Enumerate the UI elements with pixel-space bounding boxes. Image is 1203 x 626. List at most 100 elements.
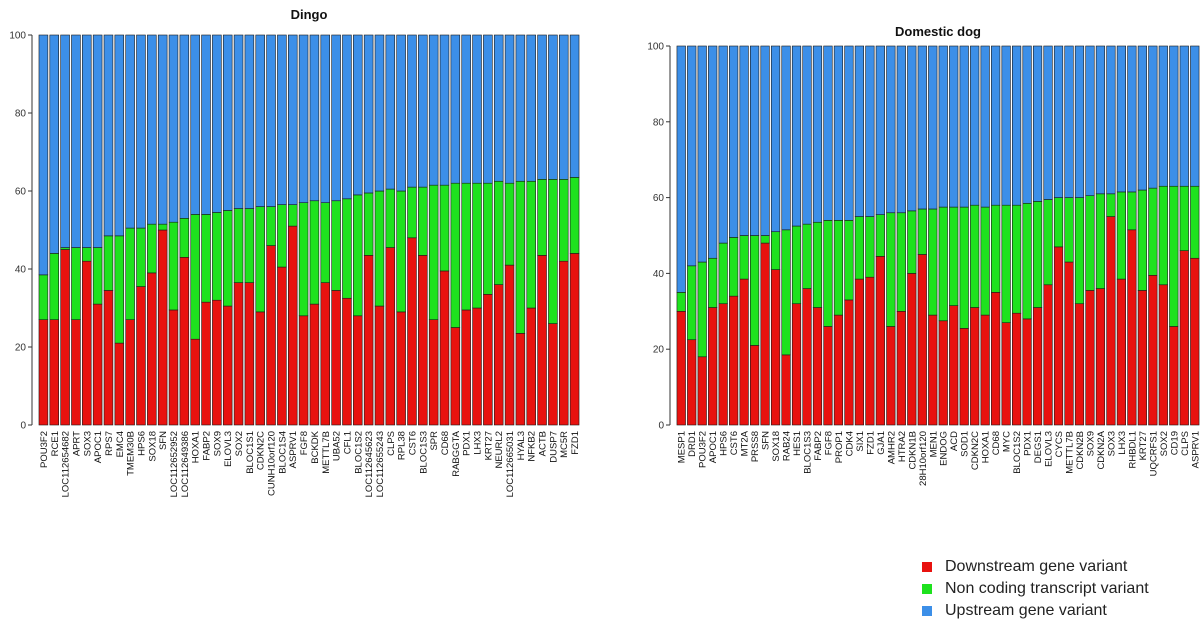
bar-segment-downstream bbox=[875, 256, 885, 426]
bar-segment-noncoding bbox=[896, 212, 906, 312]
bar-segment-downstream bbox=[1169, 326, 1179, 426]
bar-segment-downstream bbox=[865, 276, 875, 426]
bar-segment-downstream bbox=[1043, 284, 1053, 426]
bar-segment-noncoding bbox=[697, 261, 707, 358]
x-tick-label: ASPRV1 bbox=[288, 431, 299, 468]
bar-segment-noncoding bbox=[729, 237, 739, 297]
bar-segment-downstream bbox=[49, 319, 60, 426]
bar-segment-noncoding bbox=[1085, 195, 1095, 291]
bar-segment-downstream bbox=[802, 288, 812, 426]
x-tick-label: POU3F2 bbox=[39, 431, 50, 468]
bar-segment-noncoding bbox=[125, 227, 135, 321]
bar-segment-noncoding bbox=[450, 182, 461, 328]
bar-segment-upstream bbox=[548, 34, 558, 180]
x-tick-label: PDX1 bbox=[1023, 431, 1034, 456]
bar-segment-noncoding bbox=[147, 223, 157, 274]
bar-segment-noncoding bbox=[791, 225, 802, 305]
bar-segment-upstream bbox=[396, 34, 406, 192]
bar-segment-noncoding bbox=[1148, 187, 1158, 276]
bar-segment-upstream bbox=[917, 45, 927, 210]
bar-segment-downstream bbox=[157, 229, 168, 426]
bar-segment-downstream bbox=[114, 342, 125, 426]
bar-segment-noncoding bbox=[1064, 197, 1074, 263]
bar-segment-upstream bbox=[49, 34, 60, 254]
x-tick-label: RCE1 bbox=[50, 431, 61, 456]
bar-segment-noncoding bbox=[865, 216, 875, 278]
bar-segment-upstream bbox=[970, 45, 980, 206]
bar-segment-noncoding bbox=[287, 204, 298, 227]
bar-segment-noncoding bbox=[1127, 191, 1137, 231]
bar-segment-upstream bbox=[1169, 45, 1179, 187]
bar-segment-upstream bbox=[1001, 45, 1011, 206]
bar-segment-noncoding bbox=[938, 206, 948, 322]
bar-segment-upstream bbox=[1032, 45, 1043, 202]
x-tick-label: SOX18 bbox=[771, 431, 782, 462]
x-tick-label: SOX2 bbox=[1159, 431, 1170, 456]
x-tick-label: BCKDK bbox=[310, 430, 321, 463]
bar-segment-upstream bbox=[428, 34, 439, 186]
bar-segment-noncoding bbox=[802, 223, 812, 289]
bar-segment-upstream bbox=[309, 34, 320, 202]
bar-segment-downstream bbox=[917, 254, 927, 426]
legend-item-noncoding: Non coding transcript variant bbox=[922, 578, 1149, 600]
y-tick-label: 40 bbox=[15, 265, 27, 276]
bar-segment-upstream bbox=[770, 45, 781, 233]
bar-segment-downstream bbox=[959, 328, 969, 426]
bar-segment-downstream bbox=[309, 303, 320, 426]
bar-segment-upstream bbox=[38, 34, 49, 276]
bar-segment-noncoding bbox=[949, 206, 959, 306]
bar-segment-noncoding bbox=[537, 179, 547, 256]
x-tick-label: BLOC1S2 bbox=[1012, 431, 1023, 474]
bar-segment-downstream bbox=[1074, 303, 1085, 426]
x-tick-label: SIX1 bbox=[855, 431, 866, 452]
bar-segment-noncoding bbox=[1074, 197, 1085, 305]
bar-segment-upstream bbox=[1179, 45, 1189, 187]
bar-segment-upstream bbox=[1158, 45, 1168, 187]
x-tick-label: LOC112645623 bbox=[364, 431, 375, 497]
bar-segment-noncoding bbox=[959, 206, 969, 329]
bar-segment-upstream bbox=[1085, 45, 1095, 197]
bar-segment-upstream bbox=[1190, 45, 1200, 187]
legend-label-noncoding: Non coding transcript variant bbox=[945, 580, 1149, 597]
bar-segment-noncoding bbox=[82, 247, 92, 262]
bar-segment-upstream bbox=[277, 34, 287, 205]
x-tick-label: SOX9 bbox=[212, 431, 223, 456]
bar-segment-upstream bbox=[558, 34, 569, 180]
x-tick-label: UBA52 bbox=[332, 431, 343, 461]
bar-segment-upstream bbox=[1148, 45, 1158, 189]
bar-segment-upstream bbox=[739, 45, 749, 236]
bar-segment-noncoding bbox=[309, 200, 320, 305]
bar-segment-downstream bbox=[320, 282, 331, 426]
bar-segment-upstream bbox=[125, 34, 135, 229]
bar-segment-noncoding bbox=[687, 265, 697, 341]
x-tick-label: SOX3 bbox=[82, 431, 93, 456]
x-tick-label: METTL7B bbox=[1065, 431, 1076, 474]
bar-segment-downstream bbox=[791, 303, 802, 426]
bar-segment-downstream bbox=[222, 305, 233, 426]
bar-segment-noncoding bbox=[385, 188, 396, 248]
bar-segment-upstream bbox=[718, 45, 728, 244]
bar-segment-downstream bbox=[342, 297, 352, 426]
bar-segment-upstream bbox=[407, 34, 417, 188]
bar-segment-noncoding bbox=[812, 221, 823, 308]
bar-segment-upstream bbox=[483, 34, 493, 184]
bar-segment-upstream bbox=[875, 45, 885, 215]
bar-segment-upstream bbox=[1095, 45, 1106, 195]
bar-segment-downstream bbox=[212, 299, 222, 426]
bar-segment-noncoding bbox=[201, 214, 211, 303]
bar-segment-downstream bbox=[1127, 229, 1137, 426]
bar-segment-upstream bbox=[472, 34, 482, 184]
x-tick-label: HYAL3 bbox=[516, 431, 527, 460]
x-tick-label: ELOVL3 bbox=[223, 431, 234, 467]
bar-segment-downstream bbox=[439, 270, 450, 426]
x-tick-label: CD68 bbox=[440, 431, 451, 455]
x-tick-label: LHX3 bbox=[1117, 431, 1128, 455]
bar-segment-downstream bbox=[1116, 278, 1126, 426]
bar-segment-downstream bbox=[760, 242, 770, 426]
bar-segment-downstream bbox=[363, 255, 374, 426]
bar-segment-noncoding bbox=[750, 235, 760, 346]
bar-segment-upstream bbox=[374, 34, 385, 192]
x-tick-label: ENDOG bbox=[939, 431, 950, 466]
x-tick-label: CYCS bbox=[1054, 431, 1065, 457]
